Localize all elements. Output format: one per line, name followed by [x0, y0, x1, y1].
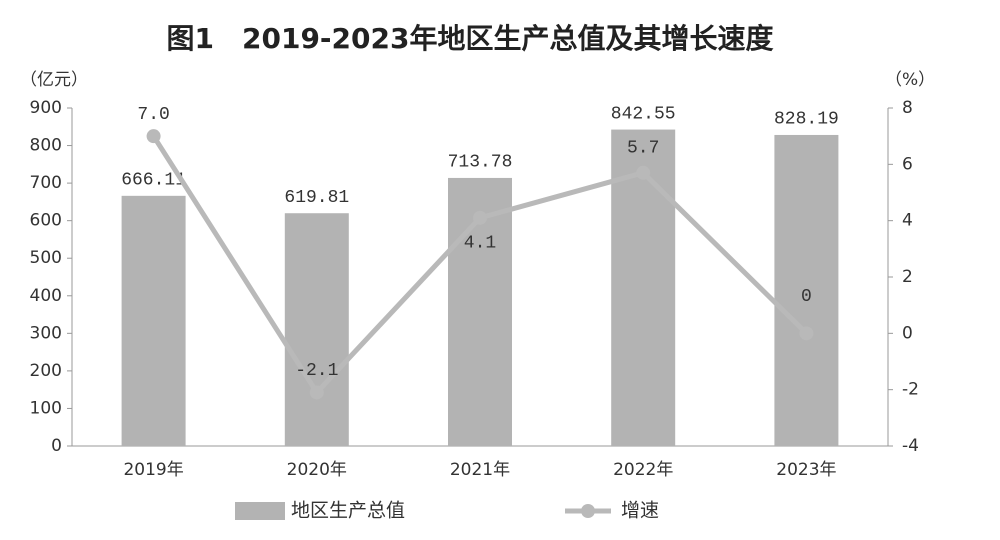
line-value-label: 4.1 — [464, 234, 496, 254]
x-tick-label: 2020年 — [287, 460, 347, 480]
y2-tick-label: -2 — [902, 380, 919, 400]
y-tick-label: 100 — [30, 398, 62, 418]
y-tick-label: 0 — [51, 436, 62, 456]
y-tick-label: 300 — [30, 323, 62, 343]
y2-tick-label: 2 — [902, 267, 913, 287]
y-tick-label: 400 — [30, 286, 62, 306]
chart-title: 图1 2019-2023年地区生产总值及其增长速度 — [167, 22, 774, 55]
y-axis-label: （亿元） — [20, 70, 88, 90]
line-marker — [309, 385, 324, 400]
x-tick-label: 2023年 — [776, 460, 836, 480]
bar — [284, 213, 349, 446]
y-tick-label: 900 — [30, 98, 62, 118]
bar — [611, 129, 676, 446]
y2-tick-label: 0 — [902, 323, 913, 343]
x-tick-label: 2021年 — [450, 460, 510, 480]
bar-value-label: 828.19 — [774, 110, 839, 130]
y2-axis-label: （%） — [885, 70, 935, 90]
y-tick-label: 500 — [30, 248, 62, 268]
bar — [774, 134, 839, 447]
line-value-label: 7.0 — [137, 105, 169, 125]
legend-marker — [581, 504, 595, 518]
bar — [121, 195, 186, 446]
line-marker — [473, 210, 487, 225]
legend-swatch — [235, 502, 285, 520]
y-tick-label: 200 — [30, 361, 62, 381]
bar-value-label: 619.81 — [284, 188, 349, 208]
y2-tick-label: 4 — [902, 211, 913, 231]
bar-value-label: 666.11 — [121, 171, 186, 191]
y-tick-label: 700 — [30, 173, 62, 193]
legend-label: 增速 — [621, 500, 659, 522]
line-marker — [636, 165, 651, 180]
y2-tick-label: 8 — [902, 98, 913, 118]
x-tick-label: 2022年 — [613, 460, 673, 480]
line-value-label: -2.1 — [295, 361, 338, 381]
bar-value-label: 842.55 — [611, 104, 676, 124]
legend-label: 地区生产总值 — [291, 500, 405, 522]
bar-value-label: 713.78 — [448, 153, 513, 173]
x-tick-label: 2019年 — [123, 460, 183, 480]
line-marker — [146, 129, 161, 144]
line-value-label: 5.7 — [627, 139, 659, 159]
line-marker — [799, 326, 814, 341]
y2-tick-label: 6 — [902, 154, 913, 174]
y-tick-label: 600 — [30, 211, 62, 231]
y-tick-label: 800 — [30, 136, 62, 156]
line-value-label: 0 — [801, 287, 812, 307]
y2-tick-label: -4 — [902, 436, 919, 456]
